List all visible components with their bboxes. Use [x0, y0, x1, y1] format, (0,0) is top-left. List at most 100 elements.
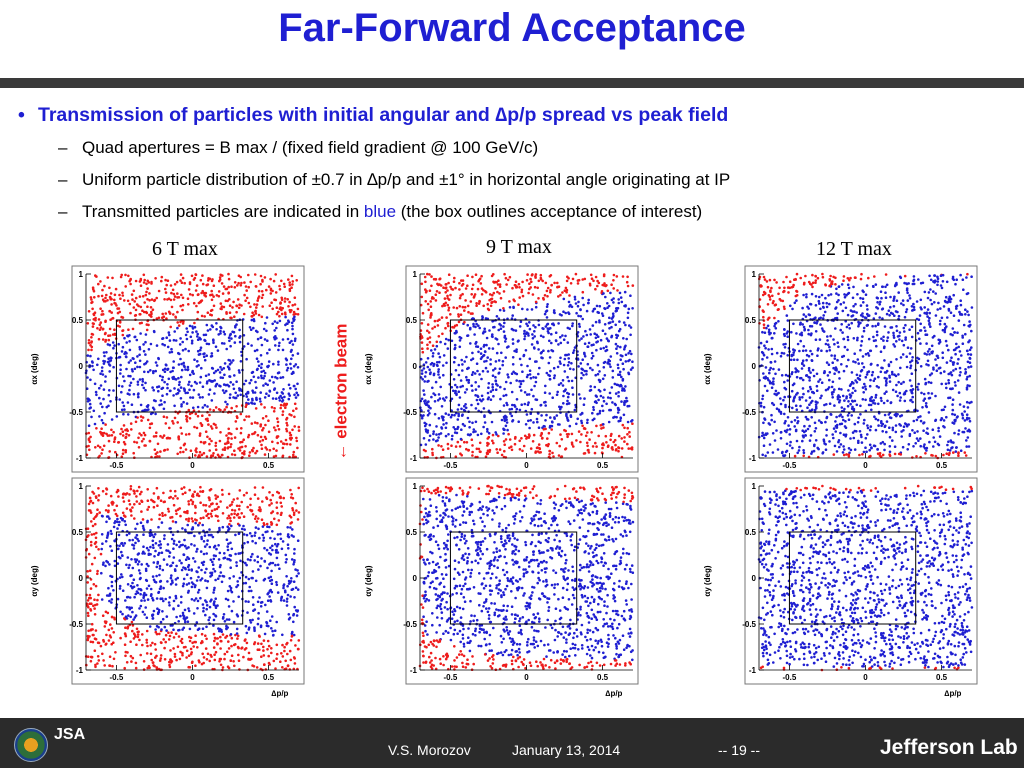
- lost-point: [87, 341, 91, 345]
- lost-point: [104, 338, 108, 342]
- transmitted-point: [611, 312, 615, 316]
- transmitted-point: [868, 428, 872, 432]
- transmitted-point: [475, 398, 479, 402]
- transmitted-point: [919, 437, 922, 440]
- lost-point: [269, 277, 272, 281]
- transmitted-point: [111, 341, 115, 344]
- transmitted-point: [629, 333, 632, 337]
- transmitted-point: [206, 405, 209, 408]
- lost-point: [623, 426, 626, 430]
- lost-point: [149, 306, 153, 309]
- transmitted-point: [519, 380, 523, 383]
- transmitted-point: [511, 338, 515, 341]
- transmitted-point: [786, 354, 789, 357]
- transmitted-point: [107, 357, 110, 361]
- transmitted-point: [953, 413, 957, 417]
- transmitted-point: [471, 351, 474, 355]
- x-tick-label: -0.5: [444, 461, 458, 470]
- transmitted-point: [798, 398, 802, 401]
- transmitted-point: [924, 381, 928, 385]
- transmitted-point: [767, 348, 770, 351]
- transmitted-point: [566, 341, 570, 344]
- lost-point: [828, 284, 831, 288]
- transmitted-point: [296, 352, 300, 355]
- transmitted-point: [870, 395, 873, 399]
- transmitted-point: [249, 328, 253, 332]
- lost-point: [162, 434, 166, 437]
- transmitted-point: [201, 396, 204, 399]
- transmitted-point: [523, 337, 526, 341]
- transmitted-point: [558, 405, 561, 409]
- transmitted-point: [951, 387, 954, 390]
- transmitted-point: [835, 300, 839, 304]
- transmitted-point: [129, 359, 132, 362]
- transmitted-point: [598, 390, 602, 393]
- lost-point: [140, 321, 143, 325]
- transmitted-point: [598, 370, 601, 373]
- transmitted-point: [584, 329, 587, 333]
- lost-point: [143, 301, 146, 304]
- lost-point: [91, 524, 95, 528]
- lost-point: [233, 281, 237, 284]
- transmitted-point: [611, 376, 615, 379]
- y-tick-label: -0.5: [403, 408, 417, 417]
- transmitted-point: [821, 301, 825, 305]
- lost-point: [274, 291, 278, 294]
- lost-point: [591, 445, 595, 448]
- transmitted-point: [783, 328, 786, 331]
- transmitted-point: [608, 391, 612, 395]
- lost-point: [224, 299, 228, 303]
- transmitted-point: [902, 303, 905, 307]
- transmitted-point: [191, 327, 195, 330]
- transmitted-point: [431, 386, 434, 390]
- lost-point: [514, 280, 518, 284]
- lost-point: [212, 409, 215, 412]
- transmitted-point: [884, 285, 887, 289]
- transmitted-point: [583, 355, 587, 358]
- transmitted-point: [182, 626, 186, 630]
- lost-point: [240, 304, 243, 307]
- transmitted-point: [924, 402, 928, 405]
- transmitted-point: [180, 561, 183, 565]
- transmitted-point: [892, 343, 895, 346]
- transmitted-point: [875, 306, 878, 309]
- lost-point: [553, 281, 556, 285]
- transmitted-point: [526, 324, 529, 328]
- transmitted-point: [284, 315, 287, 319]
- lost-point: [243, 293, 246, 297]
- transmitted-point: [615, 352, 619, 355]
- transmitted-point: [596, 412, 599, 416]
- transmitted-point: [617, 366, 620, 370]
- y-tick-label: 0.5: [72, 316, 84, 325]
- lost-point: [504, 276, 508, 280]
- transmitted-point: [534, 380, 538, 384]
- transmitted-point: [480, 377, 483, 381]
- transmitted-point: [583, 397, 586, 400]
- transmitted-point: [923, 377, 927, 381]
- transmitted-point: [550, 341, 553, 345]
- lost-point: [561, 291, 564, 294]
- transmitted-point: [837, 394, 840, 397]
- lost-point: [110, 297, 113, 301]
- transmitted-point: [614, 392, 618, 395]
- transmitted-point: [929, 381, 933, 385]
- transmitted-point: [190, 543, 193, 546]
- transmitted-point: [864, 375, 868, 379]
- transmitted-point: [573, 298, 577, 301]
- lost-point: [537, 279, 541, 283]
- lost-point: [222, 285, 226, 288]
- transmitted-point: [866, 308, 869, 311]
- transmitted-point: [144, 362, 148, 365]
- transmitted-point: [510, 390, 514, 394]
- lost-point: [260, 315, 264, 319]
- transmitted-point: [444, 426, 448, 430]
- transmitted-point: [784, 450, 788, 454]
- transmitted-point: [523, 391, 527, 394]
- transmitted-point: [936, 442, 940, 446]
- lost-point: [547, 442, 550, 446]
- transmitted-point: [761, 357, 764, 361]
- transmitted-point: [967, 365, 970, 369]
- transmitted-point: [872, 444, 876, 448]
- lost-point: [234, 633, 237, 637]
- transmitted-point: [921, 281, 925, 285]
